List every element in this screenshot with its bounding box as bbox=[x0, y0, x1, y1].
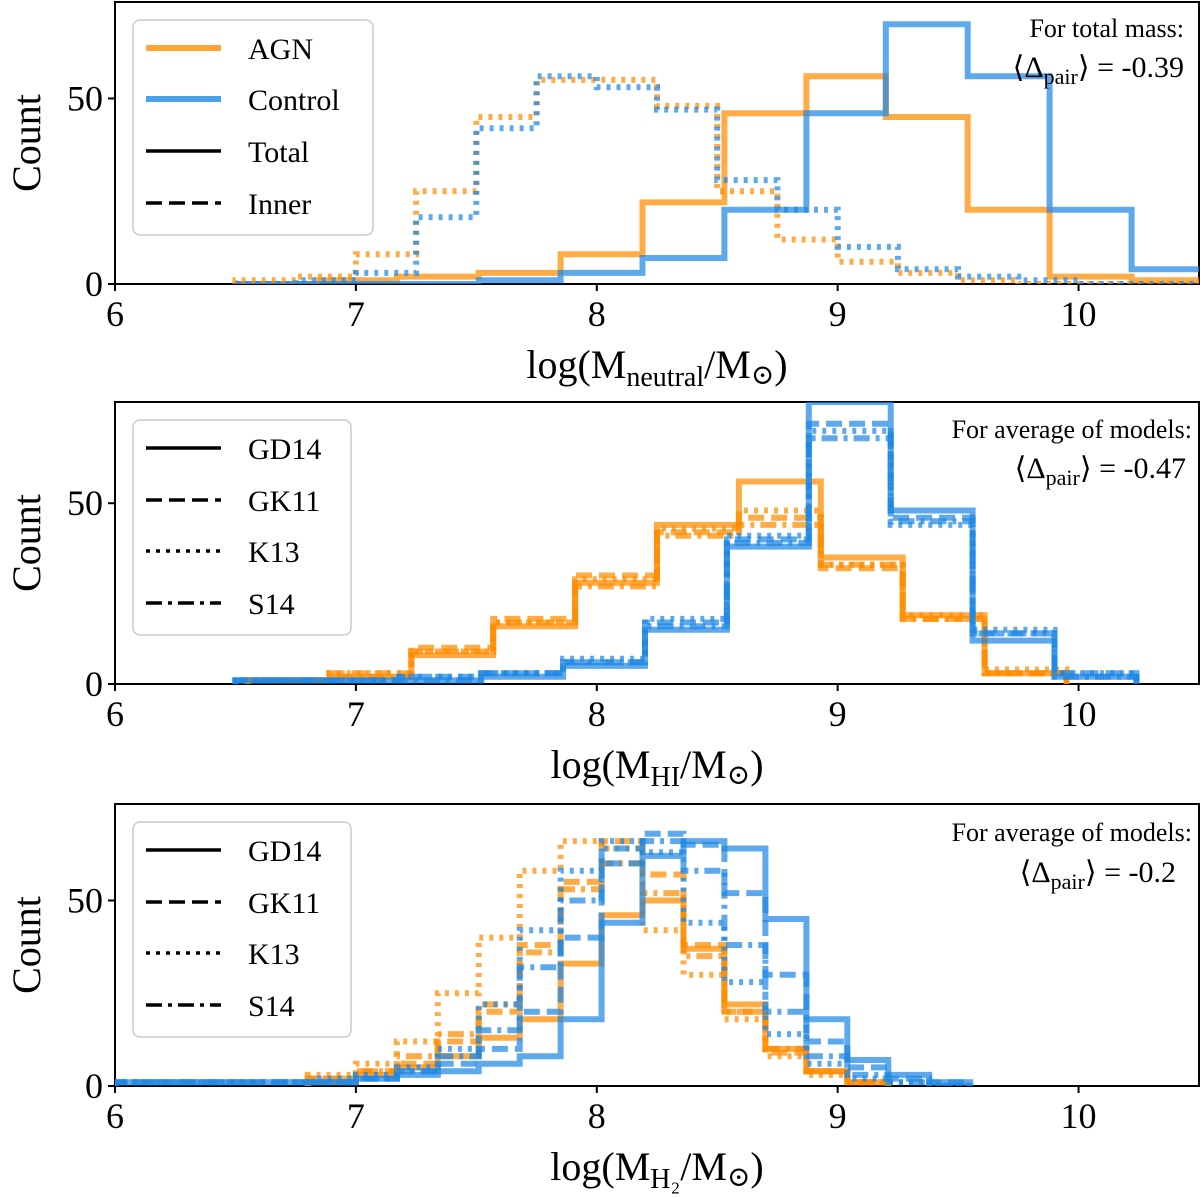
histogram-series bbox=[304, 838, 892, 1086]
series-group bbox=[115, 830, 974, 1086]
legend-label: S14 bbox=[248, 990, 295, 1023]
legend-label: K13 bbox=[248, 938, 300, 971]
histogram-series bbox=[235, 73, 1199, 284]
histogram-series bbox=[115, 830, 974, 1086]
legend-label: Total bbox=[248, 136, 309, 169]
x-tick-label: 10 bbox=[1061, 694, 1097, 734]
y-axis-label: Count bbox=[4, 494, 49, 592]
tick-group: 6 7 8 9 10 0 50 bbox=[67, 483, 1097, 734]
x-tick-label: 6 bbox=[106, 294, 124, 334]
x-axis-label: log(Mneutral/M⊙) bbox=[526, 342, 787, 393]
histogram-series bbox=[235, 73, 1199, 284]
x-tick-label: 9 bbox=[829, 1096, 847, 1136]
x-tick-label: 9 bbox=[829, 694, 847, 734]
legend-label: K13 bbox=[248, 536, 300, 569]
legend-label: Inner bbox=[248, 188, 311, 221]
series-group bbox=[232, 21, 1199, 284]
y-tick-label: 50 bbox=[67, 483, 103, 523]
histogram-series bbox=[244, 521, 1070, 684]
x-axis-label: log(MHI/M⊙) bbox=[550, 742, 763, 793]
legend-box bbox=[132, 19, 374, 236]
legend-label: Control bbox=[248, 84, 340, 117]
x-tick-label: 8 bbox=[588, 694, 606, 734]
x-tick-label: 8 bbox=[588, 294, 606, 334]
annotation-delta: ⟨Δpair⟩ = -0.47 bbox=[1015, 452, 1186, 490]
legend-label: GD14 bbox=[248, 433, 321, 466]
histogram-series bbox=[244, 514, 1070, 684]
legend-label: GK11 bbox=[248, 887, 320, 920]
annotation-delta: ⟨Δpair⟩ = -0.2 bbox=[1020, 856, 1176, 894]
annotation-title: For average of models: bbox=[952, 818, 1192, 847]
legend: GD14 GK11 K13 S14 bbox=[132, 419, 352, 636]
histogram-series bbox=[232, 435, 1140, 684]
y-tick-label: 50 bbox=[67, 880, 103, 920]
y-tick-label: 0 bbox=[85, 664, 103, 704]
x-tick-label: 7 bbox=[347, 1096, 365, 1136]
legend: AGN Control Total Inner bbox=[132, 19, 374, 236]
y-axis-label: Count bbox=[4, 94, 49, 192]
x-tick-label: 10 bbox=[1061, 1096, 1097, 1136]
y-axis-label: Count bbox=[4, 896, 49, 994]
legend-label: GK11 bbox=[248, 485, 320, 518]
legend-label: GD14 bbox=[248, 835, 321, 868]
histogram-series bbox=[115, 838, 971, 1086]
annotation: For total mass: ⟨Δpair⟩ = -0.39 bbox=[1013, 14, 1184, 89]
x-tick-label: 6 bbox=[106, 694, 124, 734]
legend-label: S14 bbox=[248, 588, 295, 621]
y-tick-label: 0 bbox=[85, 1066, 103, 1106]
legend-label: AGN bbox=[248, 33, 313, 66]
series-group bbox=[232, 402, 1140, 684]
y-tick-label: 0 bbox=[85, 264, 103, 304]
x-tick-label: 10 bbox=[1061, 294, 1097, 334]
tick-group: 6 7 8 9 10 0 50 bbox=[67, 880, 1097, 1136]
annotation: For average of models: ⟨Δpair⟩ = -0.2 bbox=[952, 818, 1192, 894]
legend: GD14 GK11 K13 S14 bbox=[132, 821, 352, 1038]
annotation-delta: ⟨Δpair⟩ = -0.39 bbox=[1013, 51, 1184, 89]
x-axis-label: log(MH₂/M⊙) bbox=[550, 1144, 763, 1195]
x-tick-label: 8 bbox=[588, 1096, 606, 1136]
tick-group: 6 7 8 9 10 0 50 bbox=[67, 78, 1097, 334]
x-tick-label: 7 bbox=[347, 294, 365, 334]
histogram-series bbox=[244, 507, 1070, 684]
annotation-title: For average of models: bbox=[952, 415, 1192, 444]
x-tick-label: 9 bbox=[829, 294, 847, 334]
legend-box bbox=[132, 821, 352, 1038]
panel-neutral-mass: 6 7 8 9 10 0 50 Count log(Mneutral/M⊙) For tot… bbox=[4, 1, 1200, 393]
y-tick-label: 50 bbox=[67, 78, 103, 118]
histogram-series bbox=[115, 838, 971, 1086]
x-tick-label: 6 bbox=[106, 1096, 124, 1136]
histogram-series bbox=[232, 76, 1199, 284]
panel-hi-mass: 6 7 8 9 10 0 50 Count log(MHI/M⊙) For average … bbox=[4, 401, 1200, 793]
annotation: For average of models: ⟨Δpair⟩ = -0.47 bbox=[952, 415, 1192, 490]
legend-box bbox=[132, 419, 352, 636]
annotation-title: For total mass: bbox=[1029, 14, 1184, 43]
panel-h2-mass: 6 7 8 9 10 0 50 Count log(MH₂/M⊙) For average … bbox=[4, 803, 1200, 1195]
x-tick-label: 7 bbox=[347, 694, 365, 734]
